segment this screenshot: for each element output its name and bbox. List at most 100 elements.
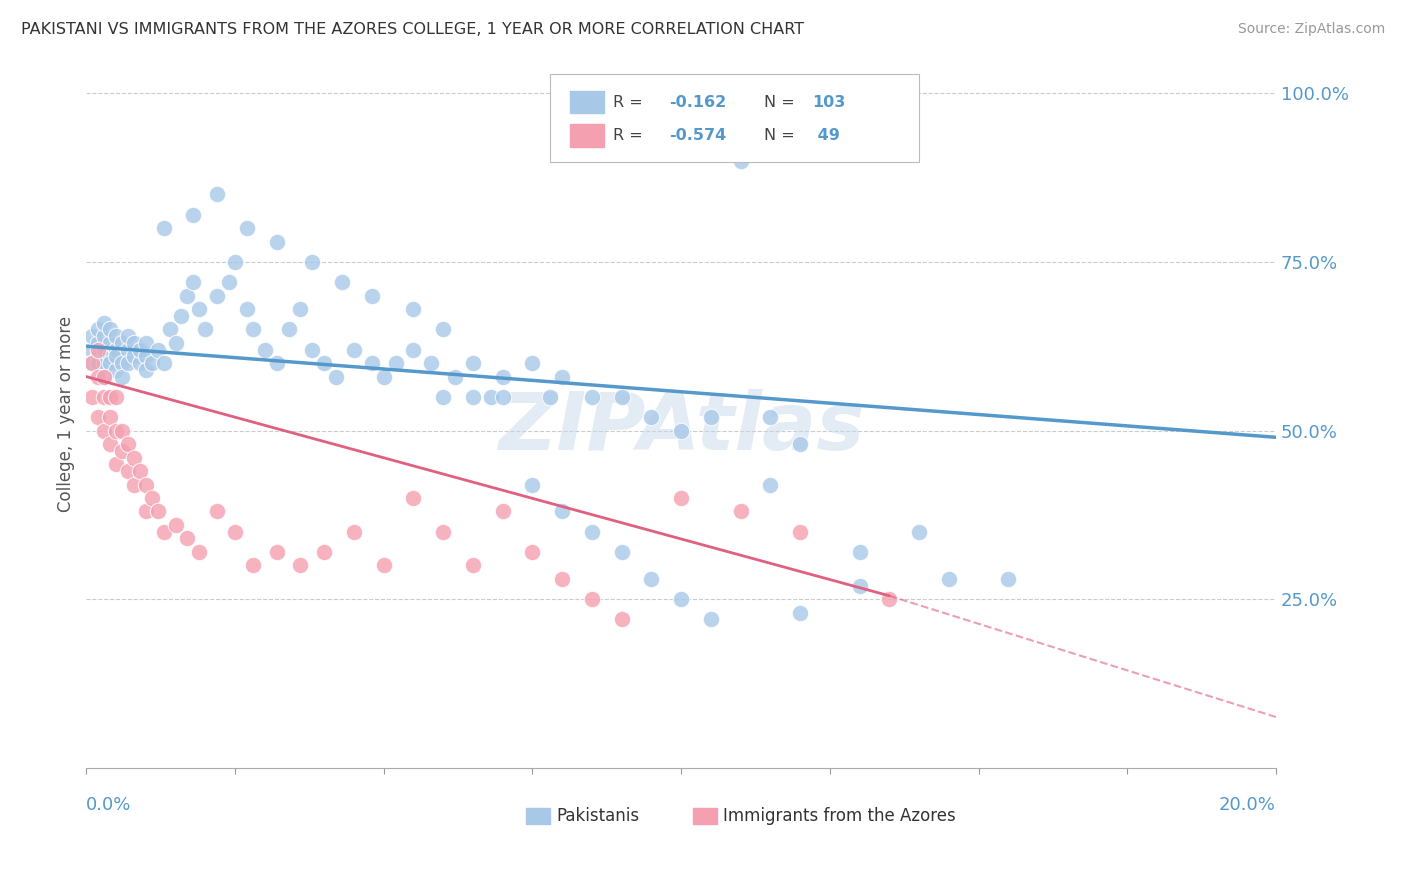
Point (105, 457, 128, 471)
Point (98, 350, 121, 364)
Point (205, 288, 228, 302)
Text: R =: R = (613, 128, 648, 143)
Point (242, 322, 264, 336)
Point (236, 221, 259, 235)
Point (581, 390, 603, 404)
Point (330, 275, 353, 289)
Point (117, 437, 139, 451)
Point (98, 322, 121, 336)
Point (522, 356, 544, 370)
Text: -0.162: -0.162 (669, 95, 727, 110)
Point (117, 464, 139, 478)
Point (640, 572, 662, 586)
Point (111, 335, 134, 350)
Point (165, 518, 187, 533)
Point (551, 572, 574, 586)
Point (111, 356, 134, 370)
Point (789, 606, 811, 620)
Point (165, 335, 187, 350)
Point (581, 592, 603, 607)
Point (111, 369, 134, 384)
Text: Source: ZipAtlas.com: Source: ZipAtlas.com (1237, 22, 1385, 37)
Point (360, 288, 382, 302)
Point (432, 524, 454, 539)
Point (152, 221, 174, 235)
Point (432, 390, 454, 404)
Point (146, 504, 169, 518)
Point (183, 275, 205, 289)
Point (360, 356, 382, 370)
Point (551, 369, 574, 384)
Point (111, 443, 134, 458)
Point (848, 579, 870, 593)
Point (205, 187, 228, 202)
Point (152, 524, 174, 539)
Point (789, 524, 811, 539)
Point (170, 309, 193, 323)
Point (135, 350, 157, 364)
Point (122, 335, 145, 350)
Point (551, 504, 574, 518)
Point (135, 363, 157, 377)
Point (135, 477, 157, 491)
Point (492, 369, 515, 384)
Point (610, 390, 633, 404)
Point (205, 504, 228, 518)
Point (700, 410, 723, 425)
Point (176, 288, 198, 302)
Point (492, 504, 515, 518)
Point (314, 545, 336, 559)
Bar (571, 91, 603, 113)
Point (194, 322, 217, 336)
Point (789, 437, 811, 451)
Point (343, 343, 366, 357)
Point (461, 356, 484, 370)
Point (122, 477, 145, 491)
Point (848, 545, 870, 559)
Point (461, 390, 484, 404)
Text: 103: 103 (813, 95, 845, 110)
Point (87, 356, 110, 370)
Point (87, 335, 110, 350)
Point (152, 356, 174, 370)
Point (87, 410, 110, 425)
Point (242, 558, 264, 573)
Point (997, 572, 1019, 586)
Point (128, 464, 150, 478)
Point (159, 322, 181, 336)
Point (325, 369, 347, 384)
Point (87, 369, 110, 384)
Bar (526, 808, 550, 824)
Point (117, 356, 139, 370)
Point (87, 322, 110, 336)
Point (105, 329, 128, 343)
Point (93, 369, 115, 384)
Point (93, 369, 115, 384)
Point (669, 424, 692, 438)
Text: Immigrants from the Azores: Immigrants from the Azores (723, 807, 956, 825)
Point (117, 343, 139, 357)
Point (759, 477, 782, 491)
Point (98, 356, 121, 370)
Text: N =: N = (765, 95, 800, 110)
Point (93, 329, 115, 343)
Point (373, 558, 395, 573)
Text: 0.0%: 0.0% (86, 797, 132, 814)
Point (402, 302, 425, 317)
Point (93, 356, 115, 370)
Point (105, 390, 128, 404)
Point (277, 322, 299, 336)
Text: 49: 49 (813, 128, 839, 143)
Point (420, 356, 443, 370)
Point (98, 410, 121, 425)
Point (105, 350, 128, 364)
Y-axis label: College, 1 year or more: College, 1 year or more (58, 316, 75, 512)
Point (128, 356, 150, 370)
Point (492, 390, 515, 404)
Point (135, 504, 157, 518)
Point (135, 335, 157, 350)
Point (111, 424, 134, 438)
Point (759, 410, 782, 425)
Point (98, 437, 121, 451)
Point (188, 545, 211, 559)
